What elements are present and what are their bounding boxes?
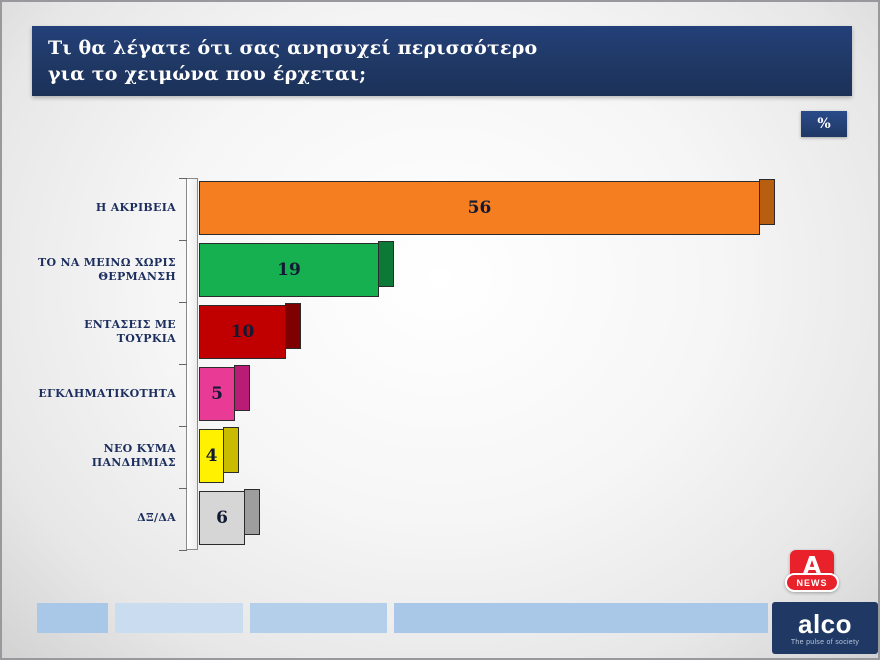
bar-end-cap [223,427,239,473]
axis-tick [179,178,187,179]
bar-value-label: 6 [216,508,228,528]
footer-band-segment-2 [115,603,243,633]
bar-value-label: 56 [467,198,492,218]
bar: 4 [199,427,239,483]
category-label: ΝΕΟ ΚΥΜΑ ΠΑΝΔΗΜΙΑΣ [91,442,176,469]
axis-tick [179,426,187,427]
alpha-news-badge: NEWS [785,573,839,592]
bar: 5 [199,365,250,421]
category-label: ΕΓΚΛΗΜΑΤΙΚΟΤΗΤΑ [38,387,176,400]
question-title-line1: Τι θα λέγατε ότι σας ανησυχεί περισσότερ… [48,37,538,59]
axis-tick [179,240,187,241]
alco-logo-name: alco [797,608,853,639]
chart-axis-baseline [186,178,198,550]
footer-band-segment-3 [250,603,387,633]
footer-band-segment-4 [394,603,768,633]
axis-tick [179,364,187,365]
bar: 10 [199,303,301,359]
alpha-logo-letter: A [803,553,821,579]
percent-unit-badge: % [801,111,847,137]
axis-tick [179,550,187,551]
question-title-line2: για το χειμώνα που έρχεται; [48,63,367,85]
alco-logo: alco The pulse of society [772,602,878,654]
bar-end-cap [759,179,775,225]
bar-value-label: 5 [211,384,223,404]
bar-end-cap [285,303,301,349]
bar: 19 [199,241,394,297]
bar-value-label: 10 [230,322,255,342]
category-label: ΤΟ ΝΑ ΜΕΙΝΩ ΧΩΡΙΣ ΘΕΡΜΑΝΣΗ [37,256,176,283]
alco-logo-tagline: The pulse of society [790,638,860,646]
bar-end-cap [244,489,260,535]
question-title-band: Τι θα λέγατε ότι σας ανησυχεί περισσότερ… [32,26,852,96]
category-label: Η ΑΚΡΙΒΕΙΑ [95,201,176,214]
category-label: ΔΞ/ΔΑ [137,511,176,524]
axis-tick [179,488,187,489]
alpha-news-label: NEWS [796,577,828,588]
bar: 56 [199,179,775,235]
bar-end-cap [378,241,394,287]
bar-value-label: 4 [205,446,218,466]
axis-tick [179,302,187,303]
bar-end-cap [234,365,250,411]
category-label: ΕΝΤΑΣΕΙΣ ΜΕ ΤΟΥΡΚΙΑ [84,318,176,345]
footer-band-segment-1 [37,603,108,633]
bar-value-label: 19 [277,260,301,280]
bar: 6 [199,489,260,545]
